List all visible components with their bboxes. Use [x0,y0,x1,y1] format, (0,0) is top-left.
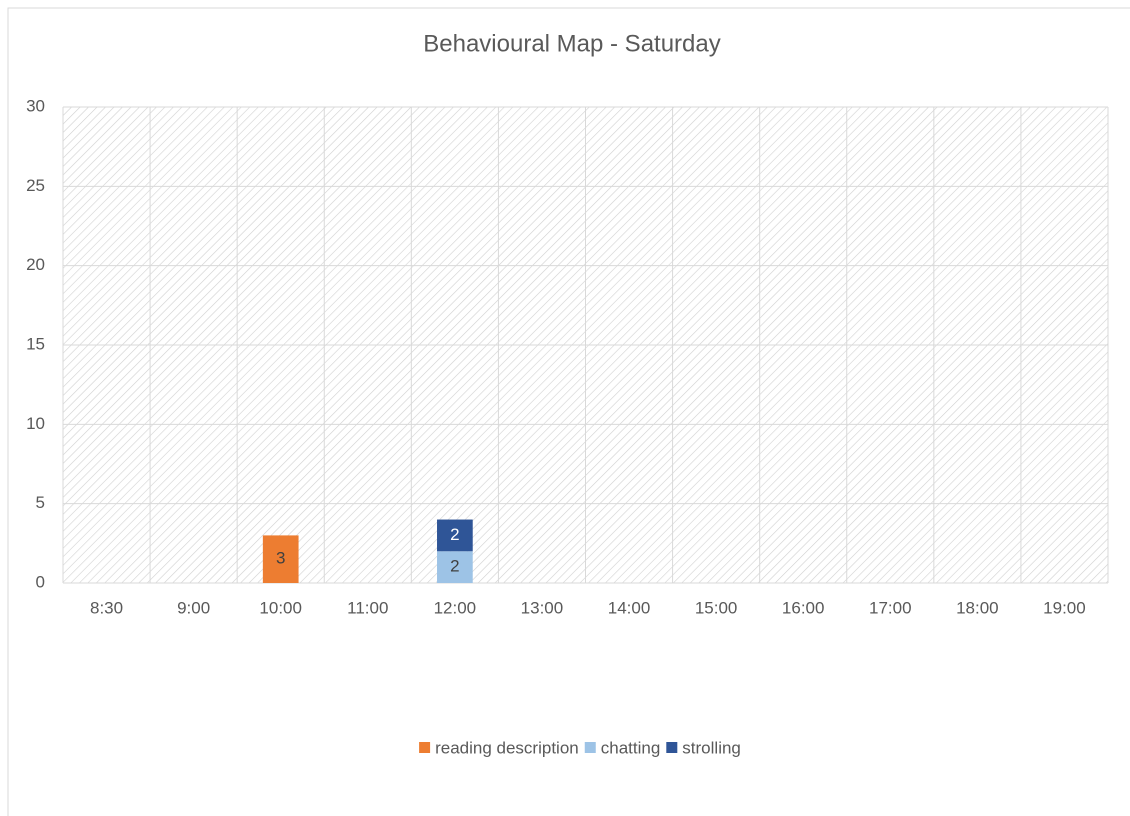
y-tick-label: 15 [26,334,45,353]
x-tick-label: 18:00 [956,598,999,617]
x-tick-label: 8:30 [90,598,123,617]
data-label: 3 [276,549,285,568]
x-tick-label: 16:00 [782,598,825,617]
data-label: 2 [450,557,459,576]
x-tick-label: 14:00 [608,598,651,617]
x-tick-label: 12:00 [434,598,477,617]
legend-label: reading description [435,738,579,757]
x-tick-label: 19:00 [1043,598,1086,617]
legend-label: strolling [682,738,741,757]
x-tick-label: 17:00 [869,598,912,617]
legend-swatch [666,742,678,753]
y-tick-label: 20 [26,255,45,274]
y-tick-label: 25 [26,176,45,195]
y-tick-label: 10 [26,414,45,433]
x-tick-label: 10:00 [259,598,302,617]
data-label: 2 [450,525,459,544]
chart-title: Behavioural Map - Saturday [423,30,721,57]
x-tick-label: 15:00 [695,598,738,617]
legend-label: chatting [601,738,661,757]
legend-swatch [584,742,596,753]
x-tick-label: 11:00 [347,598,388,617]
y-tick-label: 5 [36,493,45,512]
bar [437,519,473,552]
y-tick-label: 0 [36,572,45,591]
bar [262,535,299,583]
x-tick-label: 13:00 [521,598,564,617]
bar [437,551,473,583]
legend-swatch [419,742,431,753]
y-tick-label: 30 [26,96,45,115]
x-tick-label: 9:00 [177,598,210,617]
